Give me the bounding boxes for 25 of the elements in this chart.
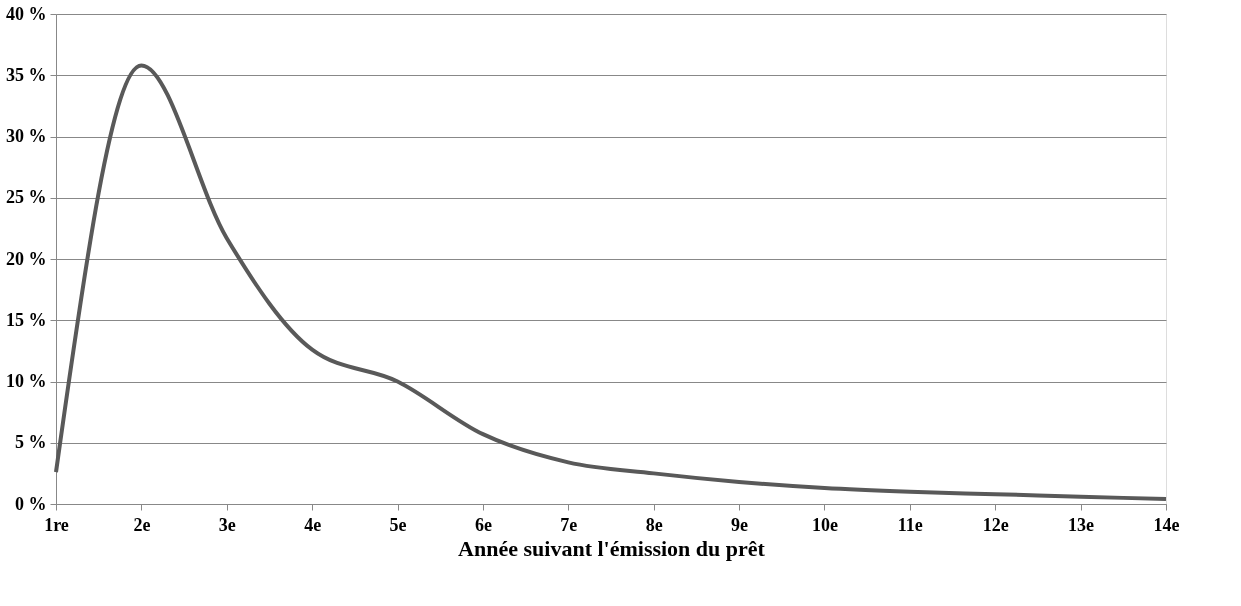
x-tick-label: 10e [811,514,838,535]
x-tick-label: 7e [560,514,578,535]
x-tick-label: 11e [897,514,923,535]
x-tick-label: 4e [304,514,322,535]
y-tick-label: 5 % [15,432,47,453]
y-tick-label: 10 % [6,371,47,391]
x-tick-label: 12e [982,514,1009,535]
x-tick-label: 1re [44,514,69,535]
x-tick-label: 3e [218,514,236,535]
x-tick-label: 2e [133,514,151,535]
y-tick-label: 30 % [6,126,47,146]
x-tick-label: 13e [1068,514,1095,535]
y-tick-label: 25 % [6,187,47,208]
line-series [54,63,1168,502]
y-tick-label: 35 % [6,64,47,85]
x-tick-label: 14e [1153,514,1180,535]
y-tick-label: 20 % [6,248,47,269]
x-tick-label: 8e [645,514,663,535]
y-tick-label: 40 % [6,3,47,24]
x-tick-label: 6e [474,514,492,535]
y-tick-label: 0 % [15,493,47,514]
x-axis-title: Année suivant l'émission du prêt [458,535,766,561]
y-tick-label: 15 % [6,309,47,330]
x-tick-label: 9e [731,514,749,535]
x-tick-label: 5e [389,514,407,535]
